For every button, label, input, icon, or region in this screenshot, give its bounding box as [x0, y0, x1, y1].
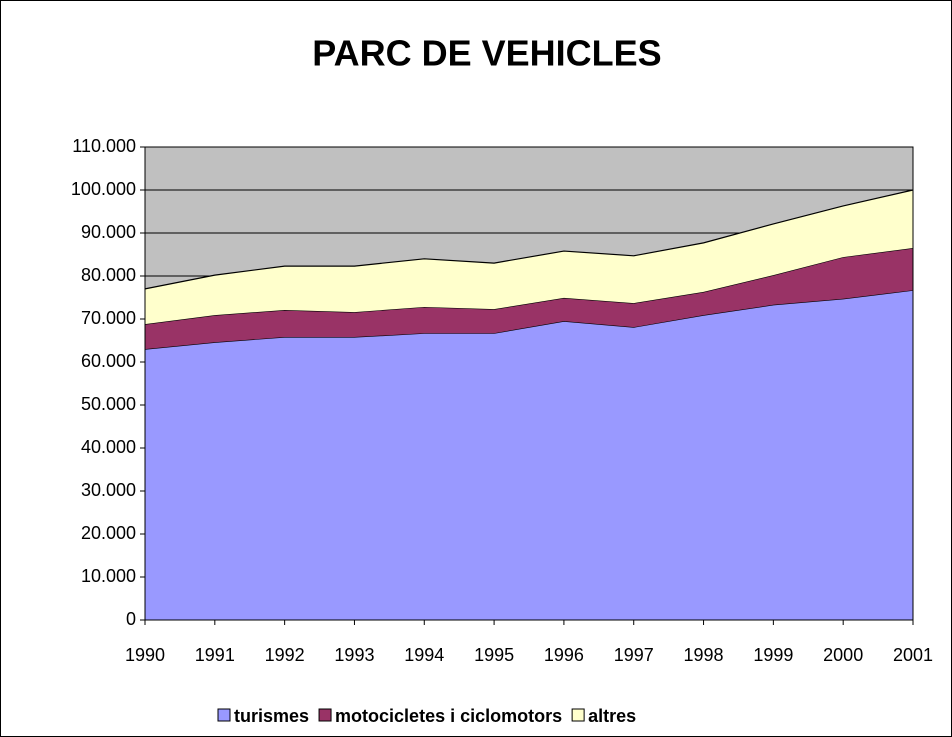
x-tick-label: 1991 [195, 645, 235, 665]
legend-label: turismes [234, 706, 309, 726]
y-tick-label: 80.000 [81, 265, 136, 285]
area [145, 248, 913, 350]
x-tick-label: 1990 [125, 645, 165, 665]
x-tick-label: 1992 [265, 645, 305, 665]
y-tick-label: 20.000 [81, 523, 136, 543]
x-tick-label: 2001 [893, 645, 933, 665]
plot-border [144, 146, 914, 621]
x-tick-label: 1996 [544, 645, 584, 665]
legend-label: motocicletes i ciclomotors [335, 706, 562, 726]
chart-title: PARC DE VEHICLES [312, 33, 661, 74]
legend-label: altres [588, 706, 636, 726]
x-tick-label: 1993 [334, 645, 374, 665]
y-tick-label: 40.000 [81, 437, 136, 457]
x-tick-label: 1994 [404, 645, 444, 665]
y-tick-label: 60.000 [81, 351, 136, 371]
y-tick-label: 10.000 [81, 566, 136, 586]
legend-swatch [217, 708, 231, 722]
legend-swatch [571, 708, 585, 722]
y-tick-label: 70.000 [81, 308, 136, 328]
y-tick-label: 100.000 [71, 179, 136, 199]
legend-swatch [318, 708, 332, 722]
y-tick-label: 50.000 [81, 394, 136, 414]
x-tick-label: 1999 [753, 645, 793, 665]
y-tick-label: 90.000 [81, 222, 136, 242]
y-tick-label: 0 [126, 609, 136, 629]
y-tick-label: 110.000 [72, 136, 136, 156]
y-tick-label: 30.000 [81, 480, 136, 500]
area-edge [144, 189, 914, 290]
x-tick-label: 1995 [474, 645, 514, 665]
x-tick-label: 1998 [684, 645, 724, 665]
area [145, 290, 913, 620]
x-tick-label: 2000 [823, 645, 863, 665]
x-tick-label: 1997 [614, 645, 654, 665]
